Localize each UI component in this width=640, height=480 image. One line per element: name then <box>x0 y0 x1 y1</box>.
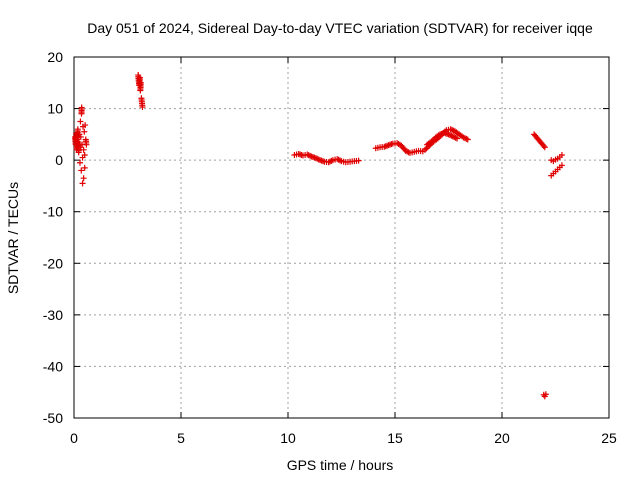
data-point <box>79 180 86 187</box>
data-points <box>72 72 565 400</box>
x-tick-labels: 0 5 10 15 20 25 <box>70 430 617 446</box>
data-segment <box>72 104 90 187</box>
x-axis-label: GPS time / hours <box>287 457 394 473</box>
x-tick-label: 15 <box>387 430 403 446</box>
data-segment <box>540 391 549 400</box>
data-segment <box>135 72 146 111</box>
data-segment <box>291 150 362 166</box>
data-point <box>80 146 87 153</box>
data-segment <box>548 162 565 179</box>
y-tick-label: 20 <box>47 49 63 65</box>
data-point <box>558 151 565 158</box>
data-point <box>81 151 88 158</box>
data-point <box>81 128 88 135</box>
data-point <box>77 118 84 125</box>
data-point <box>76 159 83 166</box>
data-point <box>74 126 81 133</box>
data-point <box>77 133 84 140</box>
data-point <box>83 141 90 148</box>
plot-frame <box>73 56 610 419</box>
data-point <box>139 104 146 111</box>
x-tick-label: 5 <box>177 430 185 446</box>
data-point <box>328 157 335 164</box>
data-point <box>78 167 85 174</box>
data-point <box>75 149 82 156</box>
axis-ticks <box>73 56 610 419</box>
data-point <box>541 144 548 151</box>
data-point <box>540 142 547 149</box>
data-segment <box>424 129 461 148</box>
chart-title: Day 051 of 2024, Sidereal Day-to-day VTE… <box>87 20 593 36</box>
data-point <box>355 157 362 164</box>
data-segment <box>421 126 471 153</box>
data-segment <box>531 131 548 151</box>
data-point <box>454 135 461 142</box>
y-tick-label: -10 <box>43 204 63 220</box>
data-point <box>81 164 88 171</box>
y-tick-label: 0 <box>55 152 63 168</box>
y-tick-label: -20 <box>43 255 63 271</box>
y-tick-label: -30 <box>43 307 63 323</box>
data-point <box>82 122 89 129</box>
x-tick-label: 10 <box>280 430 296 446</box>
data-point <box>464 136 471 143</box>
x-tick-label: 25 <box>601 430 617 446</box>
x-tick-label: 20 <box>494 430 510 446</box>
data-point <box>137 79 144 86</box>
y-tick-label: -50 <box>43 410 63 426</box>
data-segment <box>372 140 426 156</box>
data-point <box>80 175 87 182</box>
y-tick-label: 10 <box>47 101 63 117</box>
data-point <box>78 104 85 111</box>
y-axis-label: SDTVAR / TECUs <box>5 182 21 294</box>
data-segment <box>548 151 565 165</box>
data-point <box>558 162 565 169</box>
y-tick-label: -40 <box>43 358 63 374</box>
data-point <box>542 391 549 398</box>
grid <box>74 57 609 418</box>
data-point <box>337 157 344 164</box>
data-point <box>136 74 143 81</box>
x-tick-label: 0 <box>70 430 78 446</box>
y-tick-labels: 20 10 0 -10 -20 -30 -40 -50 <box>43 49 63 426</box>
